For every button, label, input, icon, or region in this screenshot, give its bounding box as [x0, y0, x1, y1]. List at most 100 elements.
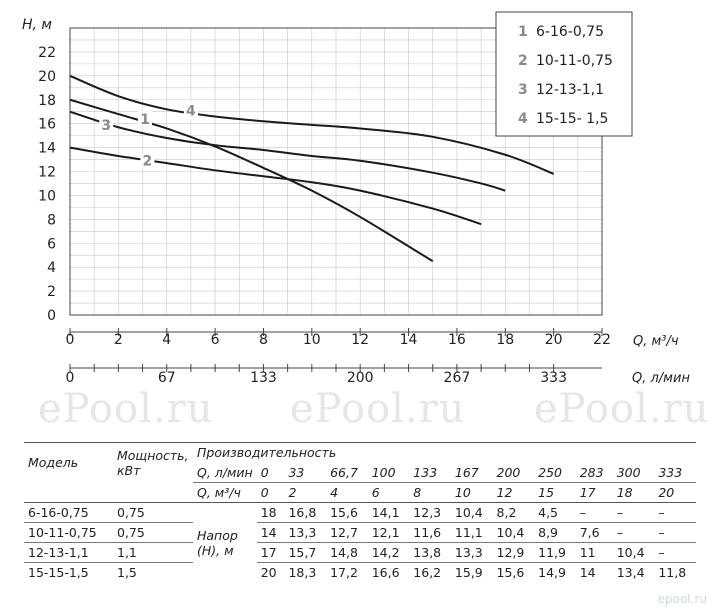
series-tag-4: 4	[186, 104, 196, 120]
legend-label-1: 6-16-0,75	[536, 24, 604, 40]
row-value: 14	[579, 565, 596, 581]
row-value: 8,9	[538, 525, 559, 540]
q-lpm-9: 300	[612, 462, 655, 483]
y-tick-label: 14	[38, 141, 56, 157]
series-tag-3: 3	[101, 118, 111, 134]
q-lpm-10: 333	[654, 462, 696, 483]
y-tick-label: 0	[47, 308, 56, 324]
row-value: 13,8	[413, 545, 442, 560]
x-tick-label: 14	[400, 332, 418, 348]
y-tick-label: 20	[38, 69, 56, 85]
series-line-2	[69, 146, 482, 226]
row-value: 11,1	[454, 525, 483, 540]
x-tick-label: 22	[593, 332, 611, 348]
row-value: –	[658, 505, 665, 520]
series-line-1	[69, 98, 434, 263]
q-lpm-2: 66,7	[326, 462, 368, 483]
q-m3h-3: 6	[371, 485, 380, 500]
table-header-row-2: Q, л/мин 0 33 66,7 100 133 167 200 250 2…	[24, 462, 696, 483]
row-value: 7,6	[579, 525, 600, 540]
row-value: 14,9	[538, 565, 566, 581]
x-tick-label: 4	[162, 332, 171, 348]
x2-tick-label: 0	[66, 370, 75, 386]
q-m3h-8: 17	[579, 485, 596, 500]
q-lpm-0: 0	[256, 462, 285, 483]
q-lpm-1: 33	[284, 462, 327, 483]
row-value: 11,8	[658, 565, 687, 581]
q-lpm-3: 100	[367, 462, 410, 483]
q-lpm-8: 283	[575, 462, 613, 483]
row-model: 12-13-1,1	[28, 545, 89, 560]
x-tick-label: 10	[303, 332, 321, 348]
y-tick-label: 22	[38, 45, 56, 61]
legend-number-4: 4	[518, 111, 528, 127]
x-tick-label: 2	[114, 332, 123, 348]
row-power: 0,75	[117, 525, 145, 540]
x2-tick-label: 267	[444, 370, 471, 386]
row-value: 14,8	[330, 545, 358, 560]
legend-box	[495, 11, 633, 137]
y-axis-label: H, м	[22, 17, 52, 33]
row-value: –	[616, 505, 623, 520]
q-m3h-9: 18	[616, 485, 633, 500]
performance-table: Модель Мощность, кВт Производительность …	[24, 442, 696, 583]
row-value: 13,4	[616, 565, 645, 581]
x-tick-label: 16	[448, 332, 466, 348]
y-tick-label: 10	[38, 188, 56, 204]
series-line-3	[69, 110, 506, 192]
series-tag-bg-3	[99, 116, 114, 133]
row-value: –	[579, 505, 586, 520]
row-value: 8,2	[496, 505, 517, 520]
q-lpm-4: 133	[409, 462, 451, 483]
header-q-lpm: Q, л/мин	[193, 462, 257, 483]
series-line-4	[69, 74, 555, 175]
q-m3h-5: 10	[454, 485, 471, 500]
table-row: 10-11-0,75 0,75 14 13,3 12,7 12,1 11,6 1…	[24, 523, 696, 543]
row-value: 15,9	[454, 565, 483, 581]
row-value: 17	[260, 545, 277, 560]
row-value: 10,4	[616, 545, 645, 560]
q-lpm-7: 250	[534, 462, 576, 483]
row-value: 15,6	[496, 565, 525, 581]
x-tick-label: 8	[259, 332, 268, 348]
row-value: 10,4	[454, 505, 483, 520]
header-power: Мощность, кВт	[117, 447, 189, 478]
y-tick-label: 2	[47, 284, 56, 300]
x-tick-label: 0	[66, 332, 75, 348]
row-value: –	[658, 545, 665, 560]
q-m3h-6: 12	[496, 485, 513, 500]
header-model: Модель	[28, 455, 79, 471]
row-value: 12,9	[496, 545, 525, 560]
row-model: 10-11-0,75	[28, 525, 97, 540]
row-value: 14,2	[371, 545, 400, 560]
row-value: 13,3	[454, 545, 483, 560]
table-row: 12-13-1,1 1,1 17 15,7 14,8 14,2 13,8 13,…	[24, 543, 696, 563]
table-header-row-3: Q, м³/ч 0 2 4 6 8 10 12 15 17 18 20	[24, 483, 696, 503]
series-tag-bg-1	[137, 110, 152, 127]
y-tick-label: 6	[47, 236, 56, 252]
q-m3h-2: 4	[330, 485, 339, 500]
table-row: 6-16-0,75 0,75 Напор (Н), м 18 16,8 15,6…	[24, 503, 696, 558]
x-tick-label: 20	[545, 332, 563, 348]
row-value: 12,7	[330, 525, 358, 540]
row-value: 16,2	[413, 565, 442, 581]
q-m3h-10: 20	[658, 485, 675, 500]
row-model: 6-16-0,75	[28, 505, 89, 520]
row-value: 18	[260, 505, 277, 520]
x2-tick-label: 67	[158, 370, 176, 386]
row-value: 12,1	[371, 525, 400, 540]
x2-axis-label: Q, л/мин	[632, 371, 690, 386]
row-value: 11,6	[413, 525, 442, 540]
q-m3h-7: 15	[538, 485, 555, 500]
row-power: 0,75	[117, 505, 145, 520]
table-row: 15-15-1,5 1,5 20 18,3 17,2 16,6 16,2 15,…	[24, 563, 696, 583]
x-tick-label: 18	[496, 332, 514, 348]
x-tick-label: 12	[351, 332, 369, 348]
row-value: 16,8	[288, 505, 317, 520]
q-m3h-0: 0	[260, 485, 269, 500]
row-value: 17,2	[330, 565, 358, 581]
q-m3h-1: 2	[288, 485, 297, 500]
series-tag-1: 1	[140, 112, 150, 128]
x-axis-label: Q, м³/ч	[633, 334, 679, 349]
